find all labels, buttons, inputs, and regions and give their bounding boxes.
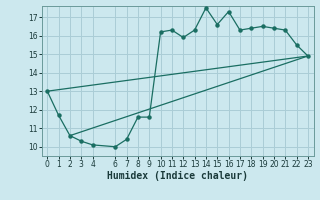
X-axis label: Humidex (Indice chaleur): Humidex (Indice chaleur) [107,171,248,181]
